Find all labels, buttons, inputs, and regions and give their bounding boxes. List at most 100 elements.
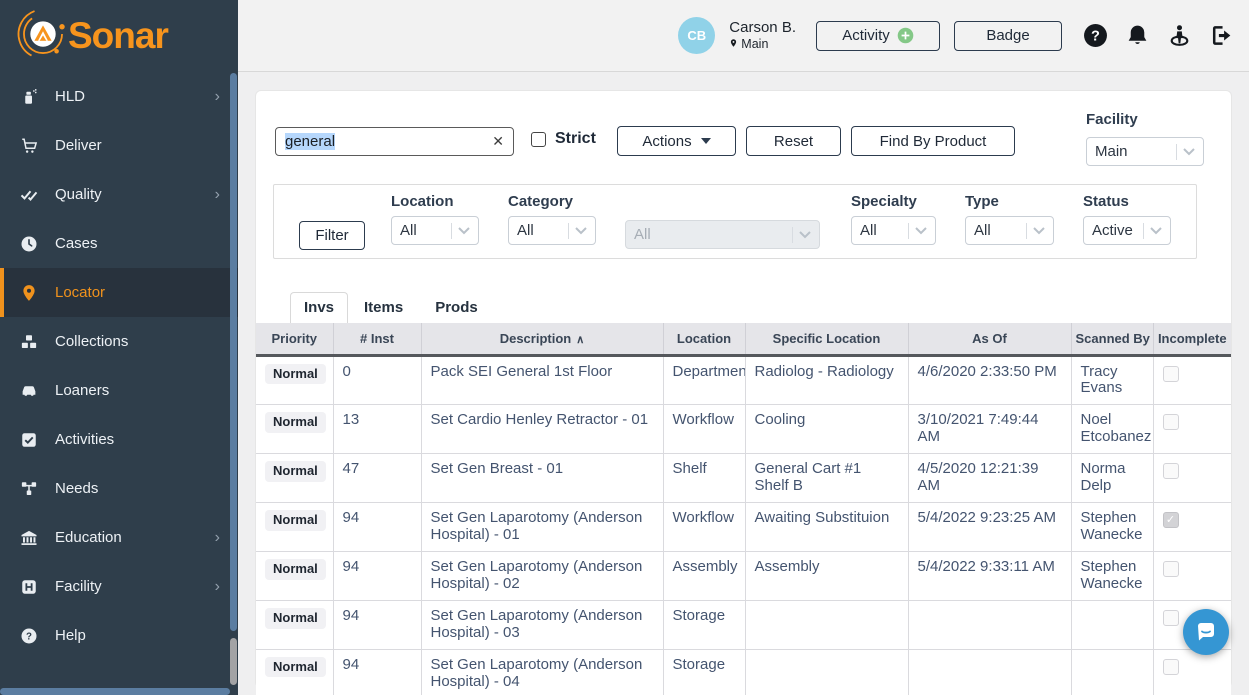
filter-button[interactable]: Filter xyxy=(299,221,365,250)
column-header-scanned-by[interactable]: Scanned By xyxy=(1071,323,1153,355)
cell-priority: Normal xyxy=(256,454,333,503)
sidebar-item-label: Quality xyxy=(55,186,102,203)
chevron-down-icon xyxy=(799,231,811,239)
cell-description: Pack SEI General 1st Floor xyxy=(421,355,663,405)
person-locate-icon[interactable] xyxy=(1166,22,1193,49)
cell-location: Workflow xyxy=(663,503,745,552)
sidebar-item-hld[interactable]: HLD› xyxy=(0,72,238,121)
table-row[interactable]: Normal94Set Gen Laparotomy (Anderson Hos… xyxy=(256,649,1231,695)
strict-checkbox[interactable] xyxy=(531,132,546,147)
column-header-incomplete[interactable]: Incomplete xyxy=(1153,323,1231,355)
priority-badge: Normal xyxy=(265,657,326,678)
incomplete-checkbox[interactable] xyxy=(1163,610,1179,626)
filter-field-specialty: SpecialtyAll xyxy=(851,193,936,245)
tab-prods[interactable]: Prods xyxy=(419,292,494,323)
strict-option: Strict xyxy=(531,130,596,148)
sidebar-item-label: Help xyxy=(55,627,86,644)
filter-field-label: Status xyxy=(1083,193,1171,210)
avatar[interactable]: CB xyxy=(678,17,715,54)
sidebar-item-deliver[interactable]: Deliver xyxy=(0,121,238,170)
incomplete-checkbox[interactable] xyxy=(1163,659,1179,675)
cell-inst: 94 xyxy=(333,600,421,649)
sidebar-nav: HLD›DeliverQuality›CasesLocatorCollectio… xyxy=(0,72,238,660)
chat-icon xyxy=(1194,620,1218,644)
sidebar-item-collections[interactable]: Collections xyxy=(0,317,238,366)
column-header-location[interactable]: Location xyxy=(663,323,745,355)
cell-scanned-by: Stephen Wanecke xyxy=(1071,552,1153,601)
help-icon: ? xyxy=(20,626,40,646)
incomplete-checkbox[interactable]: ✓ xyxy=(1163,512,1179,528)
chevron-down-icon xyxy=(1150,227,1162,235)
column-header-as-of[interactable]: As Of xyxy=(908,323,1071,355)
bell-icon[interactable] xyxy=(1124,22,1151,49)
sidebar-item-quality[interactable]: Quality› xyxy=(0,170,238,219)
filter-select-status[interactable]: Active xyxy=(1083,216,1171,245)
sidebar-item-help[interactable]: ? Help xyxy=(0,611,238,660)
reset-button[interactable]: Reset xyxy=(746,126,841,156)
badge-button[interactable]: Badge xyxy=(954,21,1062,51)
sidebar-vertical-scrollbar-end[interactable] xyxy=(230,638,237,685)
filter-select-type[interactable]: All xyxy=(965,216,1054,245)
cell-scanned-by xyxy=(1071,600,1153,649)
cell-as-of: 5/4/2022 9:23:25 AM xyxy=(908,503,1071,552)
chat-launcher-button[interactable] xyxy=(1183,609,1229,655)
sidebar-item-education[interactable]: Education› xyxy=(0,513,238,562)
priority-badge: Normal xyxy=(265,461,326,482)
filter-select-location[interactable]: All xyxy=(391,216,479,245)
column-header-description[interactable]: Description∧ xyxy=(421,323,663,355)
column-header-specific-location[interactable]: Specific Location xyxy=(745,323,908,355)
incomplete-checkbox[interactable] xyxy=(1163,414,1179,430)
cell-priority: Normal xyxy=(256,649,333,695)
incomplete-checkbox[interactable] xyxy=(1163,366,1179,382)
sidebar-item-locator[interactable]: Locator xyxy=(0,268,238,317)
sidebar-item-needs[interactable]: Needs xyxy=(0,464,238,513)
sidebar-item-activities[interactable]: Activities xyxy=(0,415,238,464)
sidebar-item-label: Education xyxy=(55,529,122,546)
sidebar-item-cases[interactable]: Cases xyxy=(0,219,238,268)
cell-specific-location: Radiolog - Radiology xyxy=(745,355,908,405)
cell-priority: Normal xyxy=(256,503,333,552)
sidebar-item-facility[interactable]: Facility› xyxy=(0,562,238,611)
app-logo[interactable]: Sonar xyxy=(0,0,238,72)
sidebar-horizontal-scrollbar[interactable] xyxy=(0,688,230,695)
cell-incomplete xyxy=(1153,552,1231,601)
facility-select[interactable]: Main xyxy=(1086,137,1204,166)
cell-location: Assembly xyxy=(663,552,745,601)
filter-select-category[interactable]: All xyxy=(508,216,596,245)
table-row[interactable]: Normal94Set Gen Laparotomy (Anderson Hos… xyxy=(256,503,1231,552)
table-row[interactable]: Normal47Set Gen Breast - 01ShelfGeneral … xyxy=(256,454,1231,503)
filter-select-specialty[interactable]: All xyxy=(851,216,936,245)
find-by-product-button[interactable]: Find By Product xyxy=(851,126,1015,156)
strict-label: Strict xyxy=(555,130,596,148)
sidebar-item-label: Facility xyxy=(55,578,102,595)
help-circle-icon[interactable]: ? xyxy=(1082,22,1109,49)
incomplete-checkbox[interactable] xyxy=(1163,561,1179,577)
education-icon xyxy=(20,528,40,548)
sidebar-vertical-scrollbar[interactable] xyxy=(230,73,237,631)
chevron-down-icon xyxy=(458,227,470,235)
column-header-priority[interactable]: Priority xyxy=(256,323,333,355)
filter-field-location: LocationAll xyxy=(391,193,479,245)
activity-button[interactable]: Activity xyxy=(816,21,940,51)
incomplete-checkbox[interactable] xyxy=(1163,463,1179,479)
table-row[interactable]: Normal94Set Gen Laparotomy (Anderson Hos… xyxy=(256,600,1231,649)
cell-description: Set Gen Laparotomy (Anderson Hospital) -… xyxy=(421,552,663,601)
logout-icon[interactable] xyxy=(1208,22,1235,49)
user-name: Carson B. xyxy=(729,19,796,37)
column-header--inst[interactable]: # Inst xyxy=(333,323,421,355)
search-input[interactable]: general ✕ xyxy=(275,127,514,156)
sidebar-item-label: Cases xyxy=(55,235,98,252)
table-row[interactable]: Normal13Set Cardio Henley Retractor - 01… xyxy=(256,405,1231,454)
table-row[interactable]: Normal0Pack SEI General 1st FloorDepartm… xyxy=(256,355,1231,405)
clear-search-icon[interactable]: ✕ xyxy=(492,133,504,150)
actions-dropdown-button[interactable]: Actions xyxy=(617,126,736,156)
chevron-right-icon: › xyxy=(215,89,220,105)
tab-invs[interactable]: Invs xyxy=(290,292,348,323)
priority-badge: Normal xyxy=(265,510,326,531)
svg-text:?: ? xyxy=(1091,29,1100,45)
topbar-icons: ? xyxy=(1082,22,1235,49)
cell-as-of: 4/6/2020 2:33:50 PM xyxy=(908,355,1071,405)
sidebar-item-loaners[interactable]: Loaners xyxy=(0,366,238,415)
tab-items[interactable]: Items xyxy=(348,292,419,323)
table-row[interactable]: Normal94Set Gen Laparotomy (Anderson Hos… xyxy=(256,552,1231,601)
